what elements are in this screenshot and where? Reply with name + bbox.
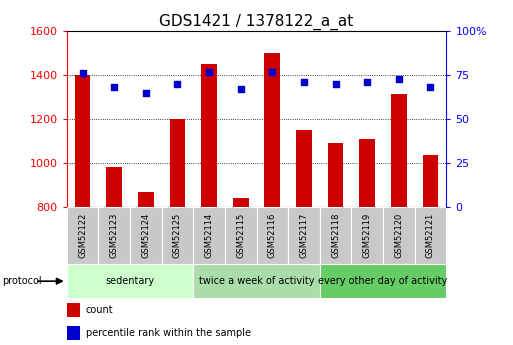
Text: percentile rank within the sample: percentile rank within the sample bbox=[86, 328, 251, 338]
Bar bbox=[320, 207, 351, 264]
Text: protocol: protocol bbox=[3, 276, 42, 286]
Text: GSM52123: GSM52123 bbox=[110, 213, 119, 258]
Bar bbox=[98, 207, 130, 264]
Bar bbox=[383, 207, 415, 264]
Text: GSM52117: GSM52117 bbox=[300, 213, 308, 258]
Bar bbox=[423, 155, 439, 207]
Bar bbox=[288, 207, 320, 264]
Text: GSM52120: GSM52120 bbox=[394, 213, 403, 258]
Point bbox=[142, 90, 150, 95]
Point bbox=[300, 79, 308, 85]
Bar bbox=[320, 264, 446, 298]
Bar bbox=[225, 207, 256, 264]
Point bbox=[205, 69, 213, 74]
Bar bbox=[256, 207, 288, 264]
Bar bbox=[138, 191, 154, 207]
Bar bbox=[328, 143, 344, 207]
Point bbox=[268, 69, 277, 74]
Bar bbox=[67, 326, 80, 340]
Bar bbox=[201, 64, 217, 207]
Bar bbox=[74, 75, 90, 207]
Point bbox=[110, 85, 118, 90]
Text: sedentary: sedentary bbox=[105, 276, 154, 286]
Text: GSM52121: GSM52121 bbox=[426, 213, 435, 258]
Text: twice a week of activity: twice a week of activity bbox=[199, 276, 314, 286]
Text: GSM52114: GSM52114 bbox=[205, 213, 213, 258]
Bar bbox=[106, 167, 122, 207]
Text: count: count bbox=[86, 305, 113, 315]
Point bbox=[394, 76, 403, 81]
Bar bbox=[391, 94, 407, 207]
Text: GSM52118: GSM52118 bbox=[331, 213, 340, 258]
Bar bbox=[193, 264, 320, 298]
Point bbox=[331, 81, 340, 87]
Bar bbox=[264, 53, 280, 207]
Bar bbox=[415, 207, 446, 264]
Bar bbox=[359, 139, 375, 207]
Point bbox=[78, 70, 87, 76]
Bar bbox=[67, 207, 98, 264]
Text: GSM52115: GSM52115 bbox=[236, 213, 245, 258]
Bar bbox=[296, 130, 312, 207]
Bar bbox=[169, 119, 185, 207]
Bar bbox=[67, 303, 80, 317]
Text: GSM52122: GSM52122 bbox=[78, 213, 87, 258]
Text: GSM52125: GSM52125 bbox=[173, 213, 182, 258]
Point bbox=[173, 81, 182, 87]
Text: every other day of activity: every other day of activity bbox=[319, 276, 448, 286]
Point bbox=[426, 85, 435, 90]
Bar bbox=[233, 198, 249, 207]
Point bbox=[363, 79, 371, 85]
Title: GDS1421 / 1378122_a_at: GDS1421 / 1378122_a_at bbox=[160, 13, 353, 30]
Text: GSM52116: GSM52116 bbox=[268, 213, 277, 258]
Text: GSM52124: GSM52124 bbox=[141, 213, 150, 258]
Bar bbox=[130, 207, 162, 264]
Point bbox=[236, 86, 245, 92]
Bar bbox=[193, 207, 225, 264]
Bar bbox=[351, 207, 383, 264]
Text: GSM52119: GSM52119 bbox=[363, 213, 372, 258]
Bar bbox=[162, 207, 193, 264]
Bar bbox=[67, 264, 193, 298]
